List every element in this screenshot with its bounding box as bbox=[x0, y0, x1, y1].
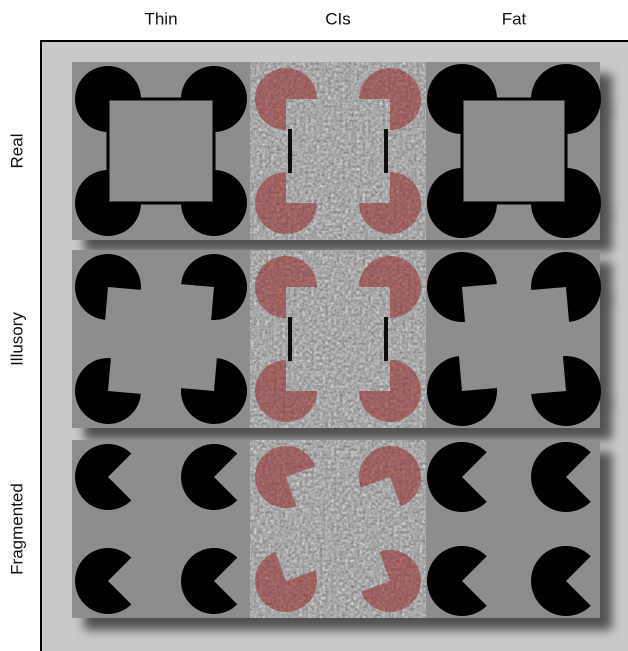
figure: Thin CIs Fat Real Illusory Fragmented bbox=[0, 0, 628, 651]
row bbox=[72, 250, 601, 428]
column-label: Fat bbox=[502, 9, 527, 28]
row bbox=[72, 440, 600, 618]
real-square bbox=[462, 99, 566, 203]
row-label: Illusory bbox=[7, 312, 26, 366]
row-label: Real bbox=[7, 134, 26, 169]
stimulus bbox=[250, 62, 426, 240]
column-label: Thin bbox=[144, 9, 177, 28]
real-square bbox=[108, 99, 214, 203]
stimulus bbox=[250, 440, 426, 618]
column-label: CIs bbox=[325, 9, 351, 28]
panels bbox=[72, 62, 601, 618]
stimulus bbox=[250, 250, 426, 428]
row bbox=[72, 62, 601, 240]
row-label: Fragmented bbox=[7, 483, 26, 575]
